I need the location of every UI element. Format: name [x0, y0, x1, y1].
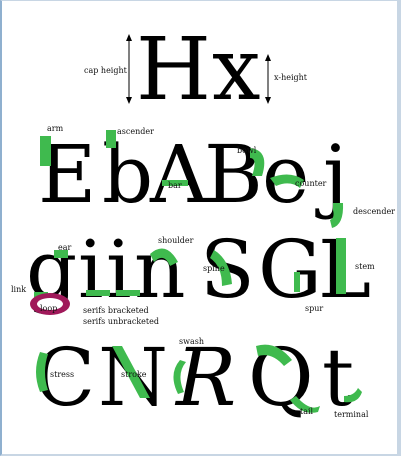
glyph-i-1: i	[78, 223, 104, 316]
label-bowl: bowl	[237, 146, 257, 155]
label-shoulder: shoulder	[158, 236, 194, 245]
label-serifs-bracketed: serifs bracketed	[83, 306, 149, 315]
glyph-A: A	[149, 128, 209, 221]
glyph-R: R	[174, 331, 236, 424]
label-bar: bar	[168, 181, 182, 190]
label-cap-height: cap height	[84, 66, 128, 75]
glyph-H: H	[136, 20, 211, 120]
highlight-swash	[173, 360, 186, 394]
measure-cap-height	[126, 34, 132, 104]
glyph-t: t	[322, 331, 354, 424]
label-swash: swash	[179, 337, 204, 346]
highlight-serifs-bracketed	[86, 290, 110, 296]
label-terminal: terminal	[334, 410, 369, 419]
highlight-ear	[54, 250, 68, 258]
highlight-bar	[162, 180, 188, 186]
label-serifs-unbracketed: serifs unbracketed	[83, 317, 159, 326]
glyph-x: x	[212, 20, 261, 120]
label-counter: counter	[295, 179, 327, 188]
highlight-bowl	[250, 148, 265, 176]
highlight-stem	[336, 238, 346, 294]
highlight-ascender	[106, 130, 116, 148]
label-stress: stress	[50, 370, 74, 379]
label-stroke: stroke	[121, 370, 147, 379]
highlight-counter	[270, 174, 304, 188]
label-ear: ear	[58, 243, 72, 252]
label-stem: stem	[355, 262, 375, 271]
highlights-row2	[40, 130, 344, 228]
highlight-q-stress	[256, 344, 292, 366]
highlight-stroke	[112, 346, 150, 398]
label-descender: descender	[353, 207, 395, 216]
label-spur: spur	[305, 304, 323, 313]
highlight-arm	[40, 136, 51, 166]
highlight-tail	[290, 396, 320, 413]
highlight-stress	[36, 352, 48, 392]
highlight-terminal	[344, 388, 362, 403]
glyph-G: G	[258, 223, 322, 316]
highlight-spur	[294, 272, 300, 292]
label-ascender: ascender	[117, 127, 154, 136]
highlight-shoulder	[150, 248, 178, 266]
label-loop: loop	[40, 304, 57, 313]
label-tail: tail	[300, 407, 314, 416]
label-link: link	[11, 285, 26, 294]
highlight-descender	[330, 203, 344, 228]
highlight-spine	[210, 250, 232, 286]
label-spine: spine	[203, 264, 225, 273]
highlights-row4	[36, 344, 362, 413]
glyph-i-2: i	[106, 223, 132, 316]
loop-counter	[37, 298, 63, 310]
label-arm: arm	[47, 124, 64, 133]
label-x-height: x-height	[274, 73, 308, 82]
measure-x-height	[265, 54, 271, 104]
highlight-serifs-unbracketed	[116, 290, 140, 296]
glyph-n: n	[134, 223, 186, 316]
